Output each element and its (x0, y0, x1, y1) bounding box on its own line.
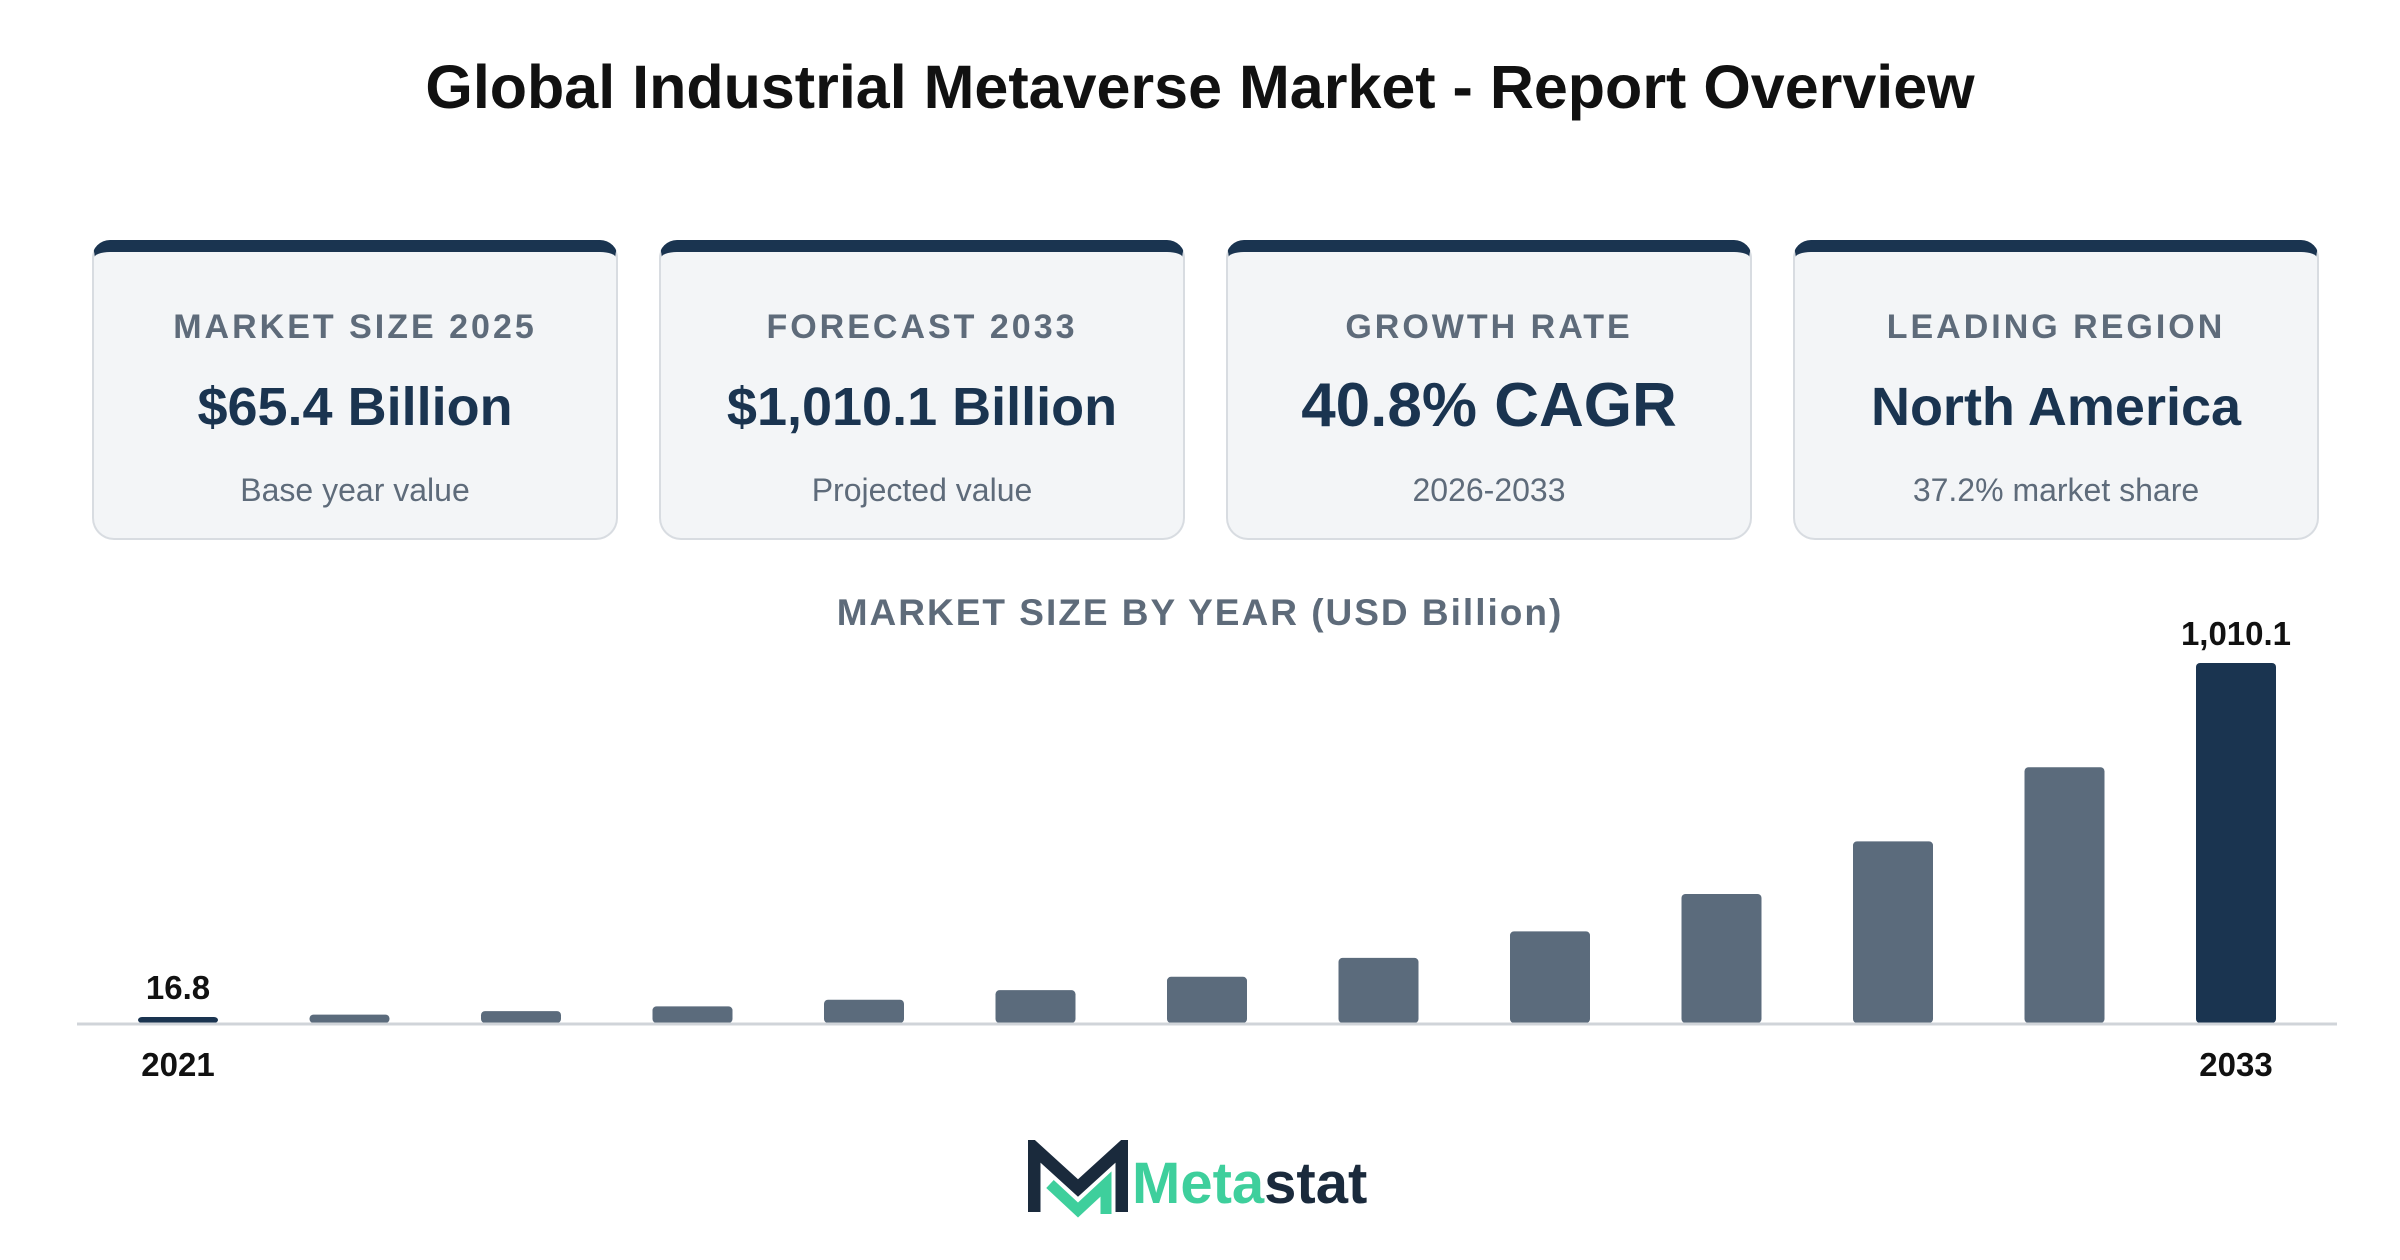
bar-2028 (1338, 957, 1419, 1023)
card-leading-region: LEADING REGION North America 37.2% marke… (1793, 240, 2319, 540)
card-label: MARKET SIZE 2025 (173, 308, 537, 346)
bar-2032 (2024, 767, 2105, 1023)
card-subtitle: 37.2% market share (1912, 472, 2200, 508)
tick-label-2021: 2021 (141, 1046, 214, 1083)
card-label: FORECAST 2033 (766, 308, 1078, 346)
bar-2033 (2196, 663, 2276, 1023)
chart-title: MARKET SIZE BY YEAR (USD Billion) (836, 592, 1564, 633)
card-value: 40.8% CAGR (1301, 371, 1677, 440)
tick-label-2033: 2033 (2199, 1046, 2272, 1083)
card-value: North America (1870, 377, 2242, 437)
card-subtitle: Projected value (811, 472, 1033, 508)
bar-2022 (309, 1014, 390, 1023)
card-value: $65.4 Billion (197, 377, 513, 437)
bar-2031 (1853, 841, 1933, 1023)
card-market-size: MARKET SIZE 2025 $65.4 Billion Base year… (92, 240, 618, 540)
card-growth-rate: GROWTH RATE 40.8% CAGR 2026-2033 (1226, 240, 1752, 540)
card-subtitle: Base year value (240, 472, 470, 508)
page-title: Global Industrial Metaverse Market - Rep… (425, 53, 1975, 121)
value-label-2033: 1,010.1 (2181, 615, 2291, 652)
label-group: 16.8 2021 1,010.1 2033 (141, 615, 2291, 1083)
logo-mark-icon (1028, 1140, 1128, 1218)
metastat-logo: Metastat (1028, 1140, 1388, 1220)
bar-2024 (652, 1006, 733, 1023)
bar-2029 (1510, 931, 1590, 1023)
card-label: LEADING REGION (1886, 308, 2226, 346)
logo-wordmark: Metastat (1132, 1150, 1367, 1217)
card-subtitle: 2026-2033 (1412, 472, 1566, 508)
card-value: $1,010.1 Billion (726, 377, 1118, 437)
logo-text-meta: Meta (1132, 1151, 1265, 1216)
bar-2030 (1681, 893, 1762, 1023)
summary-cards: MARKET SIZE 2025 $65.4 Billion Base year… (92, 240, 2319, 540)
bar-2026 (995, 990, 1076, 1023)
bar-2021 (138, 1017, 218, 1023)
bar-group (138, 663, 2276, 1023)
bar-2023 (481, 1011, 561, 1023)
bar-2025 (824, 999, 904, 1023)
bar-2027 (1167, 976, 1247, 1023)
bar-chart: 16.8 2021 1,010.1 2033 (77, 615, 2337, 1083)
card-label: GROWTH RATE (1345, 308, 1633, 346)
value-label-2021: 16.8 (146, 969, 210, 1006)
logo-text-stat: stat (1264, 1151, 1368, 1216)
card-forecast: FORECAST 2033 $1,010.1 Billion Projected… (659, 240, 1185, 540)
